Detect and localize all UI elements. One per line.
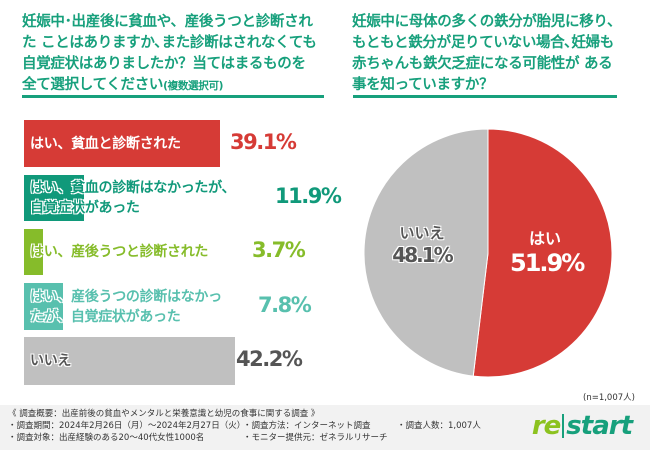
bar-value-label: 7.8%: [258, 292, 312, 317]
right-question-text: 妊娠中に母体の多くの鉄分が胎児に移り、 もともと鉄分が足りていない場合､妊婦も …: [352, 14, 622, 93]
pie-label-yes: はい 51.9%: [510, 225, 585, 277]
bar-value-label: 39.1%: [230, 129, 297, 154]
bar: [24, 283, 63, 330]
bar-value-label: 11.9%: [275, 184, 342, 208]
survey-provider: ・モニター提供元：ゼネラルリサーチ: [243, 433, 388, 443]
pie-label-no: いいえ 48.1%: [392, 222, 453, 267]
right-divider: [353, 95, 617, 98]
right-question: 妊娠中に母体の多くの鉄分が胎児に移り、 もともと鉄分が足りていない場合､妊婦も …: [352, 12, 622, 96]
bar: [24, 175, 84, 221]
pie-value-yes: 51.9%: [510, 249, 585, 277]
bar-category-label: いいえ: [30, 353, 72, 369]
sample-size: (n=1,007人): [583, 393, 635, 403]
restart-logo: re start: [531, 411, 633, 441]
pie-slice: [472, 128, 613, 378]
left-question-text: 妊娠中･出産後に貧血や、産後うつと診断された ことはありますか､また診断はされな…: [22, 14, 317, 93]
bar: [24, 120, 220, 167]
pie-value-no: 48.1%: [392, 243, 453, 267]
bar-category-label: はい、産後うつと診断された: [30, 244, 209, 260]
bar: [24, 337, 235, 385]
survey-method: ・調査方法：インターネット調査: [243, 421, 371, 431]
survey-target: ・調査対象：出産経験のある20～40代女性1000名: [8, 433, 205, 443]
survey-period: ・調査期間：2024年2月26日（月）～2024年2月27日（火）: [8, 421, 246, 431]
pie-slice: [363, 128, 489, 377]
bar-category-label: はい、産後うつの診断はなかったが、自覚症状があった: [30, 288, 222, 325]
pie-category-no: いいえ: [399, 224, 445, 242]
left-question: 妊娠中･出産後に貧血や、産後うつと診断された ことはありますか､また診断はされな…: [22, 12, 322, 97]
logo-part2: start: [566, 411, 633, 441]
logo-divider: [562, 414, 565, 438]
bar-value-label: 42.2%: [236, 347, 303, 371]
left-divider: [22, 95, 324, 98]
footer: 《 調査概要：出産前後の貧血やメンタルと栄養意識と幼児の食事に関する調査 》 ・…: [0, 405, 650, 450]
survey-title: 《 調査概要：出産前後の貧血やメンタルと栄養意識と幼児の食事に関する調査 》: [8, 409, 320, 419]
bar-category-label: はい、貧血と診断された: [30, 135, 181, 152]
bar-category-label: はい、貧血の診断はなかったが、自覚症状があった: [30, 180, 236, 216]
bar: [24, 229, 43, 275]
bar-value-label: 3.7%: [252, 238, 306, 262]
survey-count: ・調査人数：1,007人: [397, 421, 481, 431]
pie-category-yes: はい: [528, 229, 561, 248]
logo-part1: re: [531, 411, 561, 441]
multi-select-note: (複数選択可): [163, 80, 224, 92]
